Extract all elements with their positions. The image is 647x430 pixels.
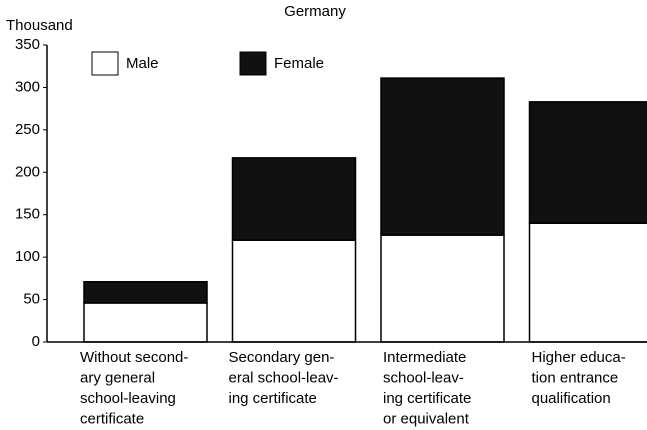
x-tick-label: tion entrance (532, 369, 619, 386)
x-tick-label: school-leaving (80, 390, 176, 407)
x-tick-label: ing certificate (229, 390, 317, 407)
bar-segment (231, 239, 357, 343)
y-tick-label: 200 (15, 163, 40, 180)
bar-segment (231, 157, 357, 241)
x-tick-label: school-leav- (383, 369, 464, 386)
x-tick-label: Intermediate (383, 349, 466, 366)
bar-segment (528, 101, 647, 224)
bar-segment (380, 234, 505, 343)
bar-segment (528, 222, 647, 343)
legend-swatch (239, 51, 267, 76)
chart-subtitle: Germany (284, 3, 346, 20)
y-tick-label: 350 (15, 36, 40, 53)
y-tick-label: 100 (15, 248, 40, 265)
y-tick-label: 150 (15, 206, 40, 223)
x-tick-label: Secondary gen- (229, 349, 335, 366)
x-tick-label: or equivalent (383, 410, 470, 427)
y-tick-label: 300 (15, 78, 40, 95)
x-tick-label: ary general (80, 369, 155, 386)
legend-label: Female (274, 55, 324, 72)
legend-swatch (91, 51, 119, 76)
x-tick-label: ing certificate (383, 390, 471, 407)
y-tick-label: 250 (15, 121, 40, 138)
x-tick-label: eral school-leav- (229, 369, 339, 386)
bar-segment (83, 281, 208, 304)
x-tick-label: Higher educa- (532, 349, 626, 366)
y-tick-label: 0 (32, 333, 40, 350)
y-tick-label: 50 (23, 291, 40, 308)
bar-segment (83, 302, 208, 343)
y-axis-label: Thousand (6, 17, 73, 34)
legend-label: Male (126, 55, 159, 72)
x-tick-label: Without second- (80, 349, 188, 366)
x-tick-label: qualification (532, 390, 611, 407)
x-tick-label: certificate (80, 410, 144, 427)
bar-segment (380, 77, 505, 236)
